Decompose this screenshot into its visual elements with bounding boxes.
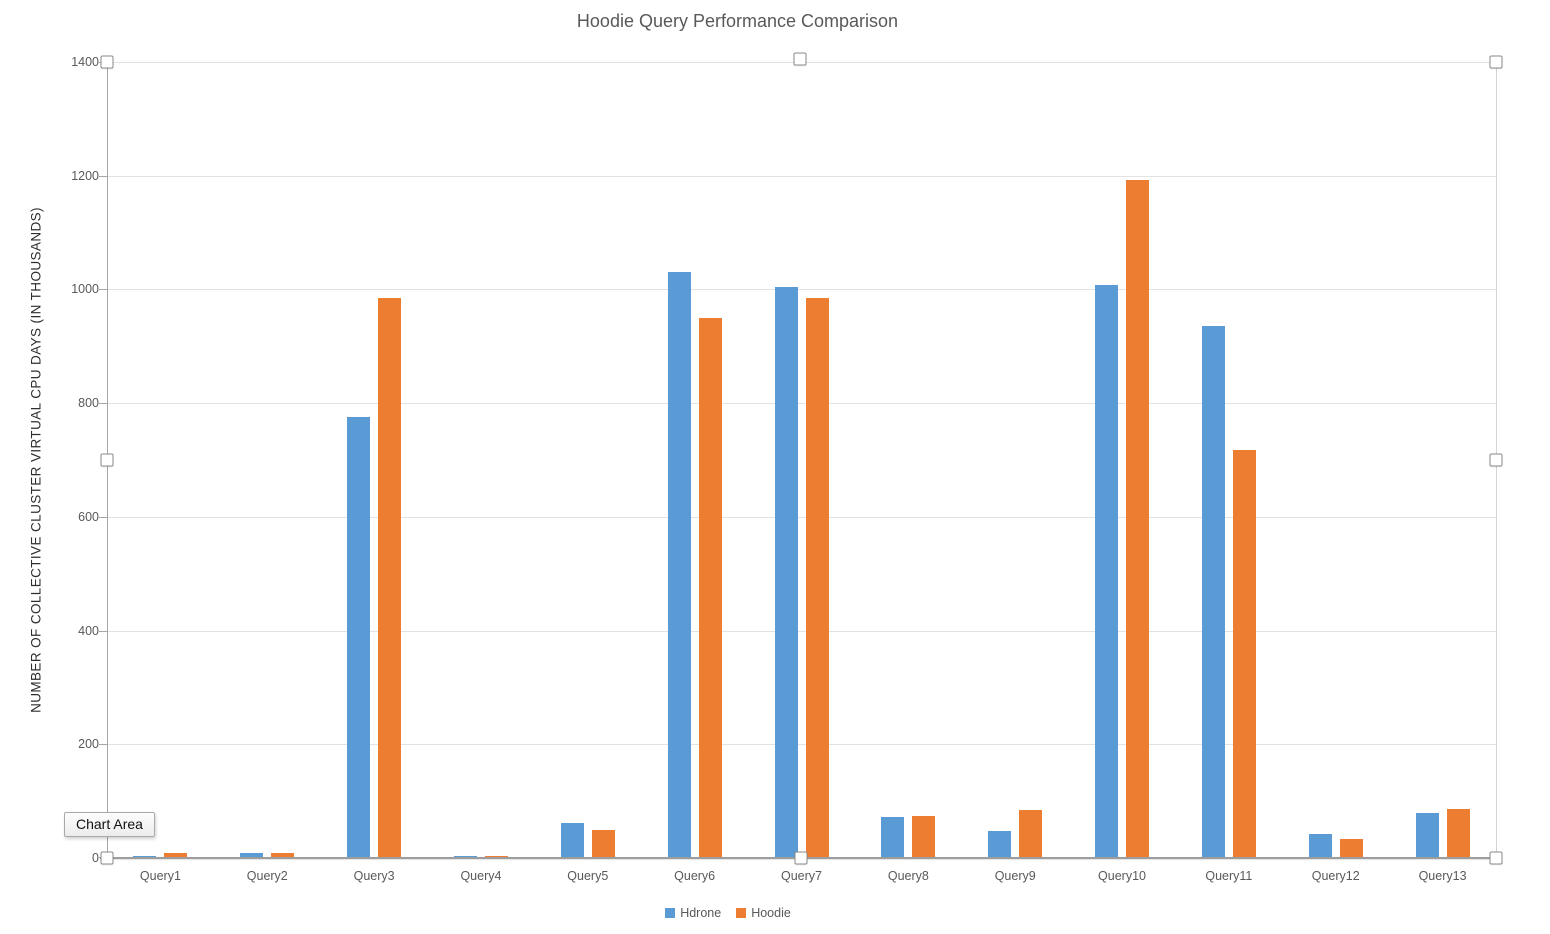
y-tick-label: 400 [78, 623, 99, 638]
bar-hoodie-query12[interactable] [1339, 839, 1363, 858]
legend[interactable]: Hdrone Hoodie [0, 903, 1456, 923]
bar-hdrone-query3[interactable] [347, 417, 371, 858]
selection-handle-top-left[interactable] [100, 55, 114, 69]
y-tick-label: 1000 [71, 282, 99, 297]
bar-hdrone-query7[interactable] [774, 286, 798, 858]
x-axis-label: Query5 [567, 869, 609, 883]
x-axis-label: Query4 [460, 869, 502, 883]
legend-label: Hoodie [751, 906, 791, 920]
bar-hoodie-query5[interactable] [591, 829, 615, 858]
bar-hdrone-query9[interactable] [988, 831, 1012, 858]
bar-hoodie-query4[interactable] [484, 855, 508, 858]
y-axis-tick [99, 175, 107, 177]
gridline [107, 516, 1496, 518]
gridline [107, 630, 1496, 632]
x-axis-label: Query13 [1418, 869, 1467, 883]
gridline [107, 175, 1496, 177]
bar-hoodie-query7[interactable] [805, 297, 829, 858]
x-axis-label: Query9 [994, 869, 1036, 883]
legend-swatch-hoodie [736, 908, 747, 918]
x-axis-label: Query6 [674, 869, 716, 883]
legend-label: Hdrone [680, 906, 722, 920]
y-axis-tick [99, 403, 107, 405]
bar-hoodie-query8[interactable] [912, 815, 936, 858]
chart-title[interactable]: Hoodie Query Performance Comparison [576, 11, 899, 31]
selection-handle-mid-right[interactable] [1489, 453, 1503, 467]
x-axis-label: Query8 [887, 869, 929, 883]
y-axis-tick [99, 630, 107, 632]
gridline [107, 289, 1496, 291]
y-axis-tick [99, 289, 107, 291]
y-tick-label: 600 [78, 509, 99, 524]
x-axis-label: Query3 [353, 869, 395, 883]
plot-area[interactable] [99, 62, 1496, 858]
legend-item-hoodie[interactable]: Hoodie [736, 906, 791, 920]
bar-hdrone-query2[interactable] [240, 853, 264, 858]
bar-hdrone-query12[interactable] [1308, 834, 1332, 858]
bar-hdrone-query6[interactable] [667, 272, 691, 858]
y-tick-label: 0 [92, 851, 99, 865]
y-tick-label: 1400 [71, 55, 99, 69]
bar-hdrone-query10[interactable] [1095, 284, 1119, 858]
bar-hdrone-query8[interactable] [881, 816, 905, 858]
x-axis-label: Query2 [246, 869, 288, 883]
selection-handle-mid-left[interactable] [100, 453, 114, 467]
bar-hoodie-query1[interactable] [164, 853, 188, 858]
y-tick-label: 1200 [71, 168, 99, 183]
x-axis-label: Query7 [781, 869, 822, 883]
bar-hoodie-query2[interactable] [271, 853, 295, 858]
bar-hoodie-query9[interactable] [1019, 809, 1043, 858]
y-axis-tick [99, 516, 107, 518]
selection-handle-bottom-left[interactable] [100, 851, 114, 865]
bar-hdrone-query1[interactable] [133, 855, 157, 858]
x-axis-label: Query1 [139, 869, 181, 883]
selection-handle-top-center[interactable] [793, 52, 807, 66]
bar-hdrone-query11[interactable] [1201, 326, 1225, 858]
selection-handle-bottom-right[interactable] [1489, 851, 1503, 865]
bar-hoodie-query6[interactable] [698, 317, 722, 858]
legend-item-hdrone[interactable]: Hdrone [665, 906, 721, 920]
bar-hoodie-query10[interactable] [1126, 180, 1150, 858]
chart-area-tooltip: Chart Area [64, 812, 155, 837]
y-tick-label: 800 [78, 396, 99, 411]
bar-hdrone-query13[interactable] [1415, 812, 1439, 858]
x-axis-label: Query10 [1098, 869, 1146, 883]
x-axis-label: Query12 [1311, 869, 1360, 883]
gridline [107, 403, 1496, 405]
bar-hoodie-query11[interactable] [1232, 449, 1256, 858]
x-axis-label: Query11 [1205, 869, 1253, 883]
y-axis-tick [99, 744, 107, 746]
bar-hdrone-query5[interactable] [560, 822, 584, 858]
y-tick-label: 200 [78, 737, 99, 752]
selection-handle-bottom-center[interactable] [794, 851, 808, 865]
bar-hoodie-query13[interactable] [1446, 808, 1470, 858]
legend-swatch-hdrone [665, 908, 676, 918]
bar-hoodie-query3[interactable] [378, 297, 402, 858]
gridline [107, 744, 1496, 746]
selection-handle-top-right[interactable] [1489, 55, 1503, 69]
